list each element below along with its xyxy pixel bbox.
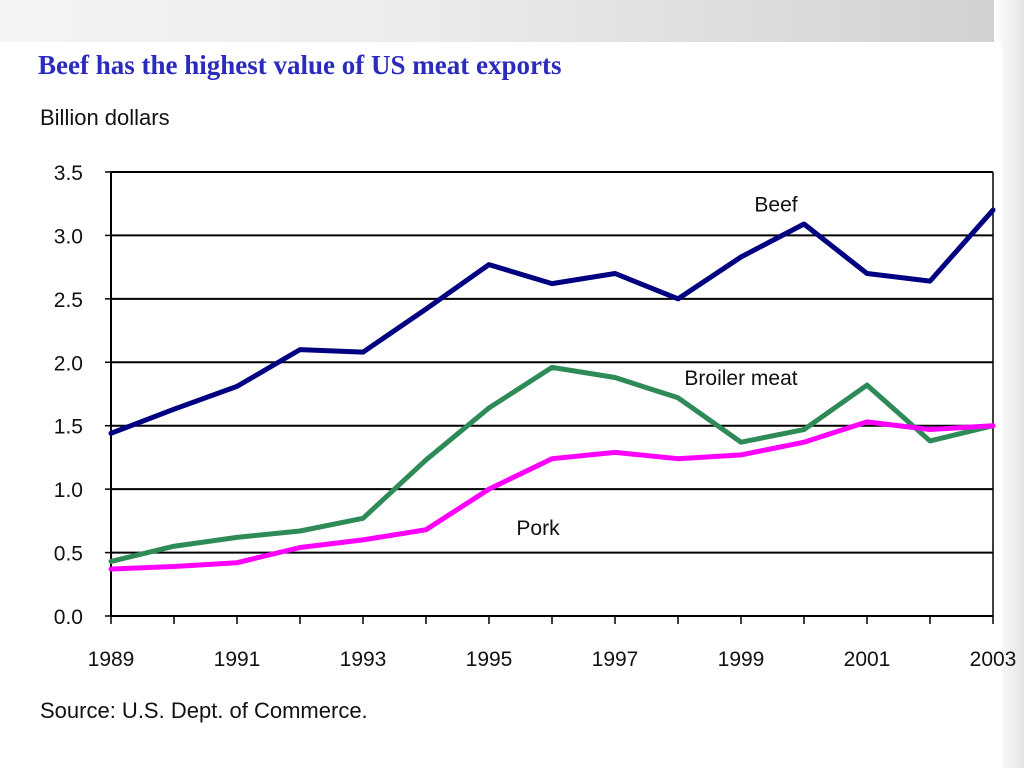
y-axis-unit-label: Billion dollars [40,105,170,130]
series-label-broiler-meat: Broiler meat [684,367,797,390]
y-tick-label-0.5: 0.5 [54,543,83,566]
chart-title: Beef has the highest value of US meat ex… [38,50,562,80]
y-tick-label-0.0: 0.0 [54,606,83,629]
x-tick-label-1995: 1995 [466,648,513,671]
series-label-pork: Pork [516,517,560,540]
y-tick-label-3.0: 3.0 [54,225,83,248]
y-tick-label-3.5: 3.5 [54,162,83,185]
x-tick-label-1997: 1997 [592,648,639,671]
series-line-broiler-meat [108,364,996,564]
series-line-beef [108,207,996,436]
slide-background-band [0,0,1024,42]
x-tick-label-2001: 2001 [844,648,891,671]
series-line-pork [108,419,996,572]
x-tick-label-1989: 1989 [88,648,135,671]
x-tick-label-2003: 2003 [970,648,1017,671]
y-tick-label-2.5: 2.5 [54,289,83,312]
y-tick-label-2.0: 2.0 [54,352,83,375]
series-label-beef: Beef [754,193,797,216]
y-tick-label-1.0: 1.0 [54,479,83,502]
y-tick-label-1.5: 1.5 [54,416,83,439]
x-tick-label-1999: 1999 [718,648,765,671]
source-note: Source: U.S. Dept. of Commerce. [40,698,368,723]
x-tick-label-1993: 1993 [340,648,387,671]
x-tick-label-1991: 1991 [214,648,261,671]
